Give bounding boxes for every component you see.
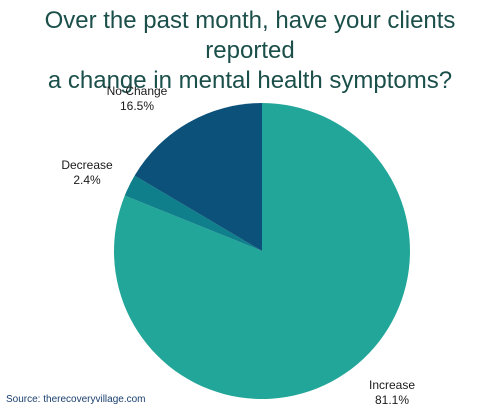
pie-slices (114, 103, 411, 399)
slice-label-no-change: No Change (107, 84, 168, 98)
chart-title: Over the past month, have your clients r… (0, 6, 500, 96)
source-note: Source: therecoveryvillage.com (6, 394, 146, 405)
slice-label-increase: Increase (369, 378, 415, 392)
pie-slice-no-change (134, 103, 262, 251)
slice-value-decrease: 2.4% (73, 173, 101, 187)
chart-title-line-1: Over the past month, have your clients r… (44, 7, 456, 64)
slice-value-no-change: 16.5% (120, 99, 154, 113)
slice-value-increase: 81.1% (375, 393, 409, 407)
slice-label-decrease: Decrease (61, 158, 113, 172)
pie-slice-increase (114, 103, 411, 399)
chart-title-line-2: a change in mental health symptoms? (47, 67, 453, 94)
pie-slice-decrease (124, 175, 263, 251)
